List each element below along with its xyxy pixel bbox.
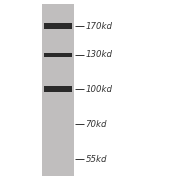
Bar: [44, 53, 72, 57]
Bar: [44, 86, 72, 92]
Bar: [44, 23, 72, 29]
Text: 130kd: 130kd: [86, 50, 112, 59]
Bar: [42, 4, 74, 176]
Text: 170kd: 170kd: [86, 22, 112, 31]
Text: 100kd: 100kd: [86, 85, 112, 94]
Text: 70kd: 70kd: [86, 120, 107, 129]
Text: 55kd: 55kd: [86, 155, 107, 164]
